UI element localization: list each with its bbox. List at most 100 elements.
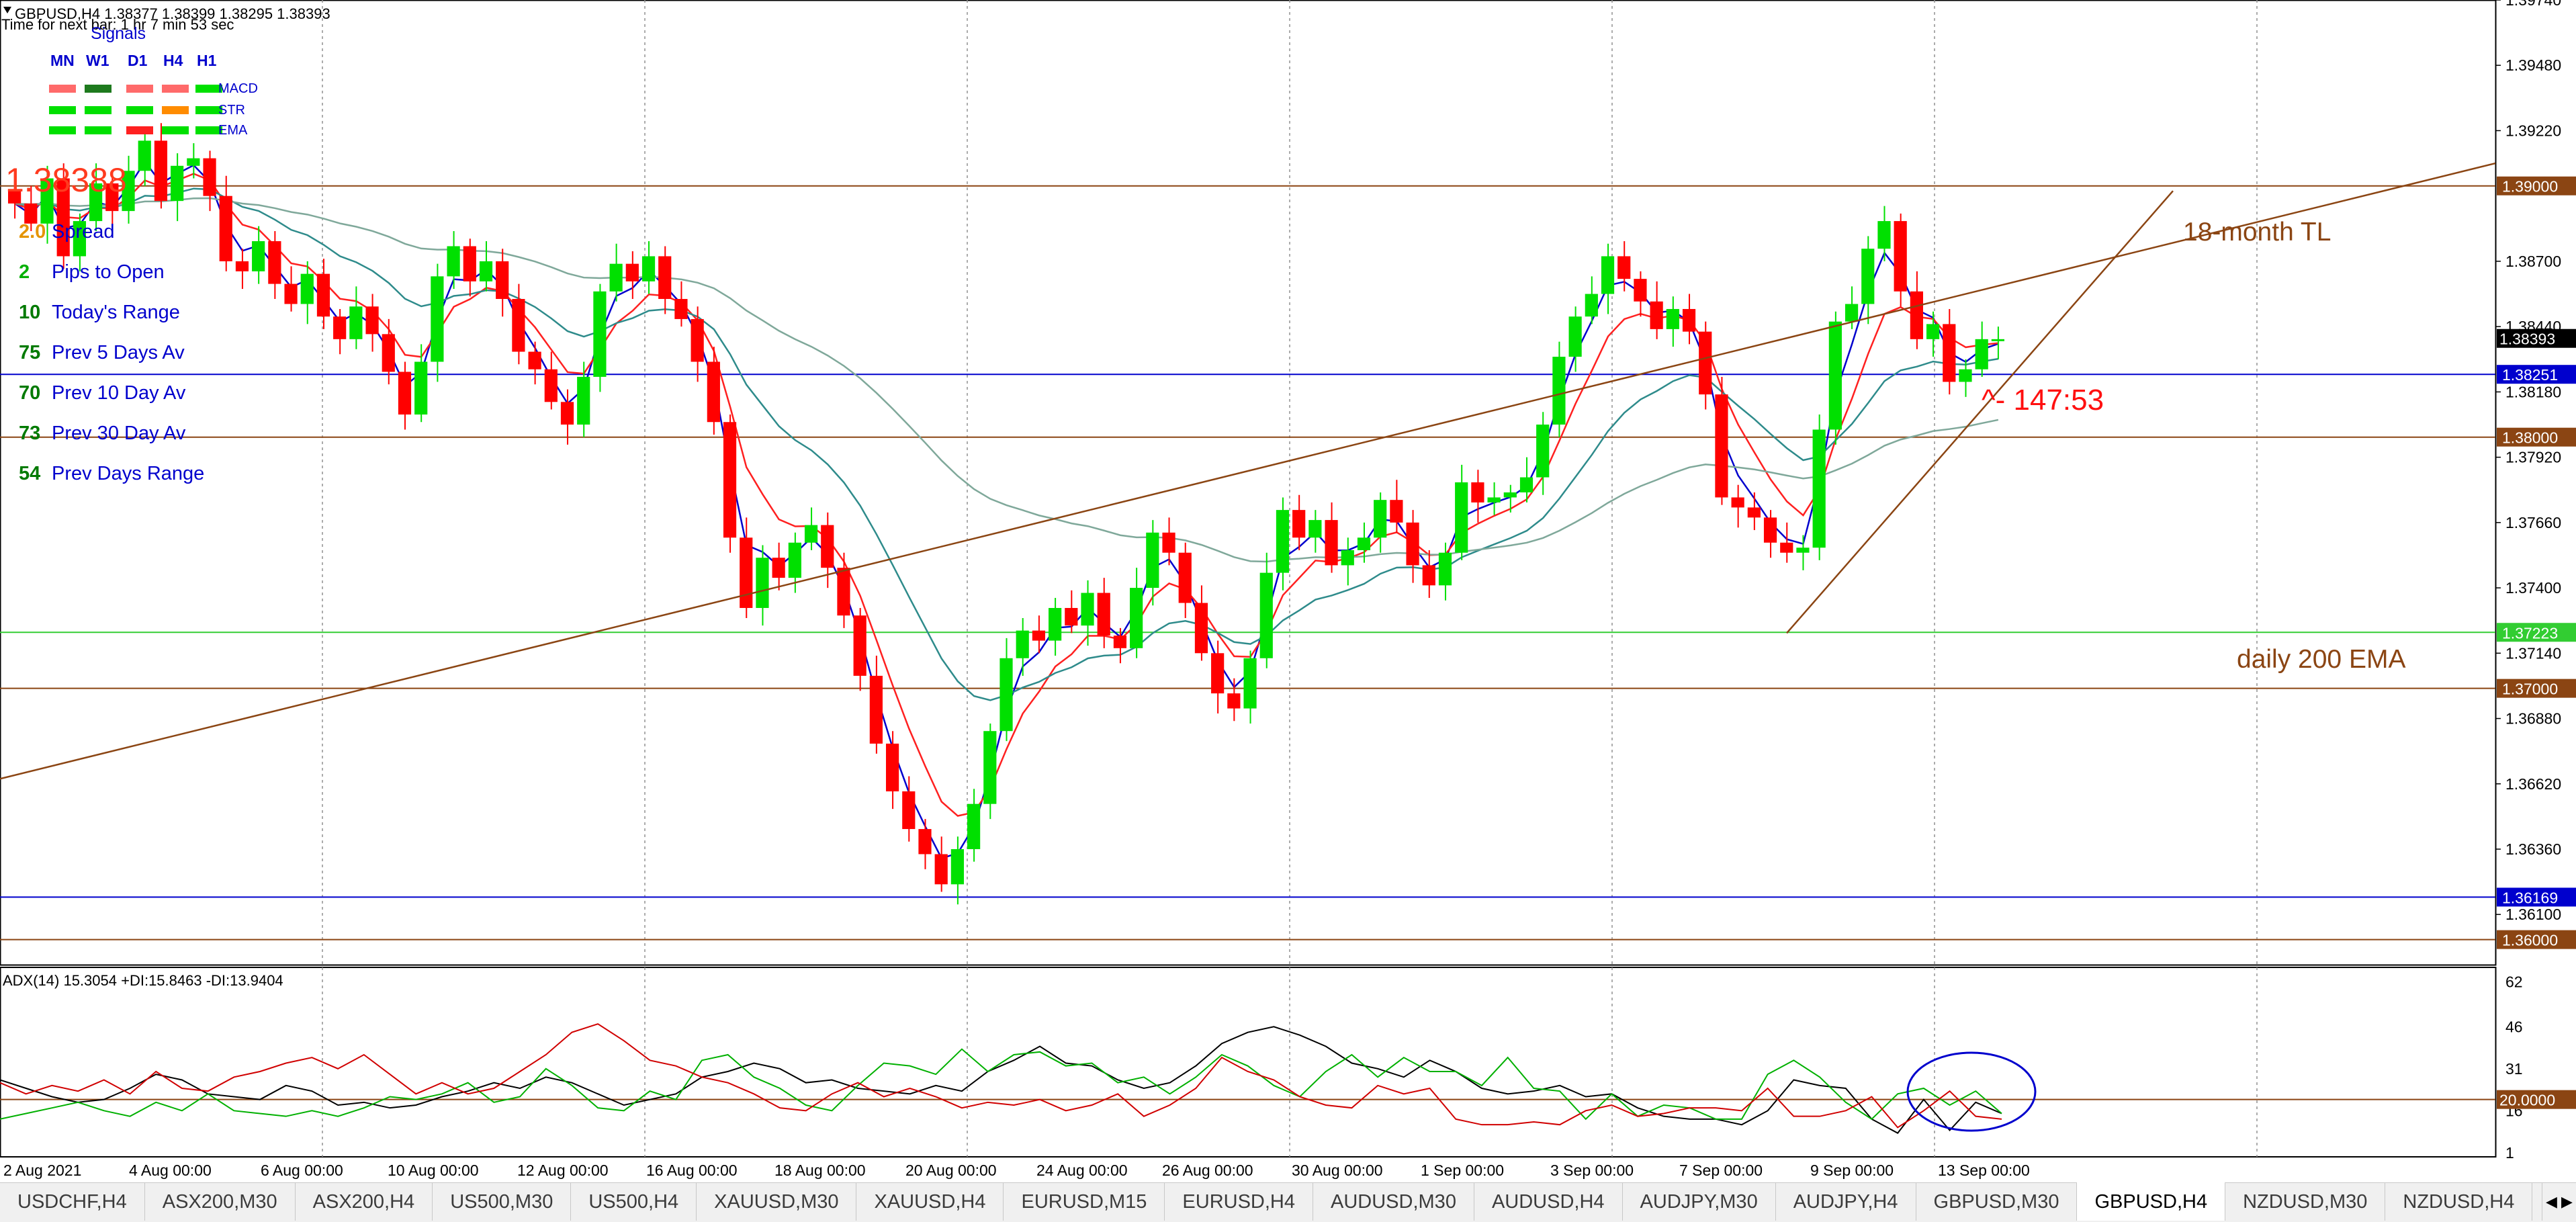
big-price: 1.38388 xyxy=(5,161,127,199)
price-level-label: 1.38251 xyxy=(2502,366,2558,384)
bull-candle xyxy=(73,221,87,257)
tab-us500-h4[interactable]: US500,H4 xyxy=(571,1183,697,1221)
tab-asx200-h4[interactable]: ASX200,H4 xyxy=(296,1183,433,1221)
price-level-tag xyxy=(2497,365,2576,384)
info-value: 10 xyxy=(19,302,40,323)
bear-candle xyxy=(869,675,883,744)
signal-cell xyxy=(85,106,112,114)
signal-timeframe-label: D1 xyxy=(128,52,148,69)
signal-indicator-label: STR xyxy=(218,103,245,118)
bear-candle xyxy=(105,183,119,212)
bear-candle xyxy=(1032,630,1046,641)
bear-candle xyxy=(1943,324,1956,382)
trendline-18-month[interactable] xyxy=(0,162,2496,780)
tab-xauusd-h4[interactable]: XAUUSD,H4 xyxy=(856,1183,1004,1221)
trendlines[interactable] xyxy=(0,162,2496,780)
bull-candle xyxy=(89,183,103,222)
time-tick-label: 30 Aug 00:00 xyxy=(1292,1162,1383,1179)
bear-candle xyxy=(918,829,932,855)
signal-cell xyxy=(126,85,153,93)
bull-candle xyxy=(479,261,493,281)
bear-candle xyxy=(674,299,688,319)
tab-nzdusd-h4[interactable]: NZDUSD,H4 xyxy=(2385,1183,2533,1221)
time-tick-label: 2 Aug 2021 xyxy=(3,1162,81,1179)
tab-eurusd-m15[interactable]: EURUSD,M15 xyxy=(1004,1183,1165,1221)
tab-xauusd-m30[interactable]: XAUUSD,M30 xyxy=(697,1183,857,1221)
info-value: 73 xyxy=(19,423,40,444)
price-tick-label: 1.39220 xyxy=(2505,122,2561,139)
main-panel-frame xyxy=(0,0,2497,966)
chart-menu-triangle-icon[interactable] xyxy=(3,7,11,13)
tab-us500-m30[interactable]: US500,M30 xyxy=(433,1183,572,1221)
bear-candle xyxy=(625,263,639,281)
price-tick-label: 1.37140 xyxy=(2505,644,2561,662)
bear-candle xyxy=(1325,520,1338,566)
signal-cell xyxy=(162,126,189,134)
bear-candle xyxy=(154,140,168,202)
tab-eurusd-h4[interactable]: EURUSD,H4 xyxy=(1165,1183,1314,1221)
countdown-label: ^- 147:53 xyxy=(1982,384,2104,417)
bear-candle xyxy=(1763,517,1777,543)
info-label: Prev Days Range xyxy=(52,463,204,484)
price-tick-label: 1.36360 xyxy=(2505,840,2561,858)
bull-candle xyxy=(447,246,460,277)
bear-candle xyxy=(1747,507,1761,518)
bear-candle xyxy=(1292,510,1306,538)
tab-audusd-h4[interactable]: AUDUSD,H4 xyxy=(1474,1183,1623,1221)
tab-asx200-m30[interactable]: ASX200,M30 xyxy=(145,1183,296,1221)
bear-candle xyxy=(268,241,281,284)
adx-panel-frame xyxy=(0,967,2497,1158)
current-price-tag xyxy=(2497,329,2576,348)
bull-candle xyxy=(349,306,363,339)
tab-usdchf-h4[interactable]: USDCHF,H4 xyxy=(0,1183,145,1221)
adx-series-line xyxy=(0,1026,2002,1134)
tab-audusd-m30[interactable]: AUDUSD,M30 xyxy=(1313,1183,1474,1221)
signal-cell xyxy=(195,106,222,114)
price-level-tag xyxy=(2497,623,2576,642)
bull-candle xyxy=(40,178,54,224)
tab-audjpy-h4[interactable]: AUDJPY,H4 xyxy=(1776,1183,1916,1221)
trendline-support[interactable] xyxy=(1786,190,2174,634)
signal-cell xyxy=(49,85,76,93)
bull-candle xyxy=(788,542,801,578)
chart-tab-bar: USDCHF,H4 ASX200,M30 ASX200,H4 US500,M30 US5… xyxy=(0,1182,2576,1222)
tab-gbpusd-m30[interactable]: GBPUSD,M30 xyxy=(1916,1183,2078,1221)
bear-candle xyxy=(1390,500,1403,523)
bar-timer: Time for next bar: 1 hr 7 min 53 sec xyxy=(1,16,234,33)
bull-candle xyxy=(1438,552,1452,586)
info-value: 70 xyxy=(19,382,40,404)
tab-audjpy-m30[interactable]: AUDJPY,M30 xyxy=(1623,1183,1776,1221)
bear-candle xyxy=(1178,552,1192,603)
bull-candle xyxy=(1081,593,1094,626)
bear-candle xyxy=(56,178,70,257)
time-tick-label: 20 Aug 00:00 xyxy=(905,1162,997,1179)
tab-scroll-arrows[interactable]: ◀ ▶ xyxy=(2542,1183,2576,1221)
signal-cell xyxy=(49,106,76,114)
bull-candle xyxy=(1959,369,1972,382)
bear-candle xyxy=(235,261,249,271)
chart-grid xyxy=(0,0,2497,1158)
tab-nzdusd-m30[interactable]: NZDUSD,M30 xyxy=(2225,1183,2386,1221)
bear-candle xyxy=(837,568,850,616)
bull-candle xyxy=(1536,424,1550,478)
bull-candle xyxy=(756,558,769,608)
tab-gbpusd-h4[interactable]: GBPUSD,H4 xyxy=(2077,1182,2226,1221)
bear-candle xyxy=(707,361,720,423)
bear-candle xyxy=(1162,532,1175,553)
bear-candle xyxy=(365,306,379,335)
bear-candle xyxy=(1065,607,1078,626)
bear-candle xyxy=(658,256,672,300)
bull-candle xyxy=(593,291,607,377)
bear-candle xyxy=(512,299,525,352)
price-tick-label: 1.39740 xyxy=(2505,0,2561,9)
bull-candle xyxy=(1503,492,1517,498)
bull-candle xyxy=(1601,256,1615,294)
bull-candle xyxy=(1308,520,1322,538)
adx-series-line xyxy=(0,1048,2002,1121)
bull-candle xyxy=(1130,588,1143,648)
bull-candle xyxy=(1000,658,1013,732)
adx-tick-label: 31 xyxy=(2505,1060,2523,1078)
bear-candle xyxy=(1682,308,1696,332)
